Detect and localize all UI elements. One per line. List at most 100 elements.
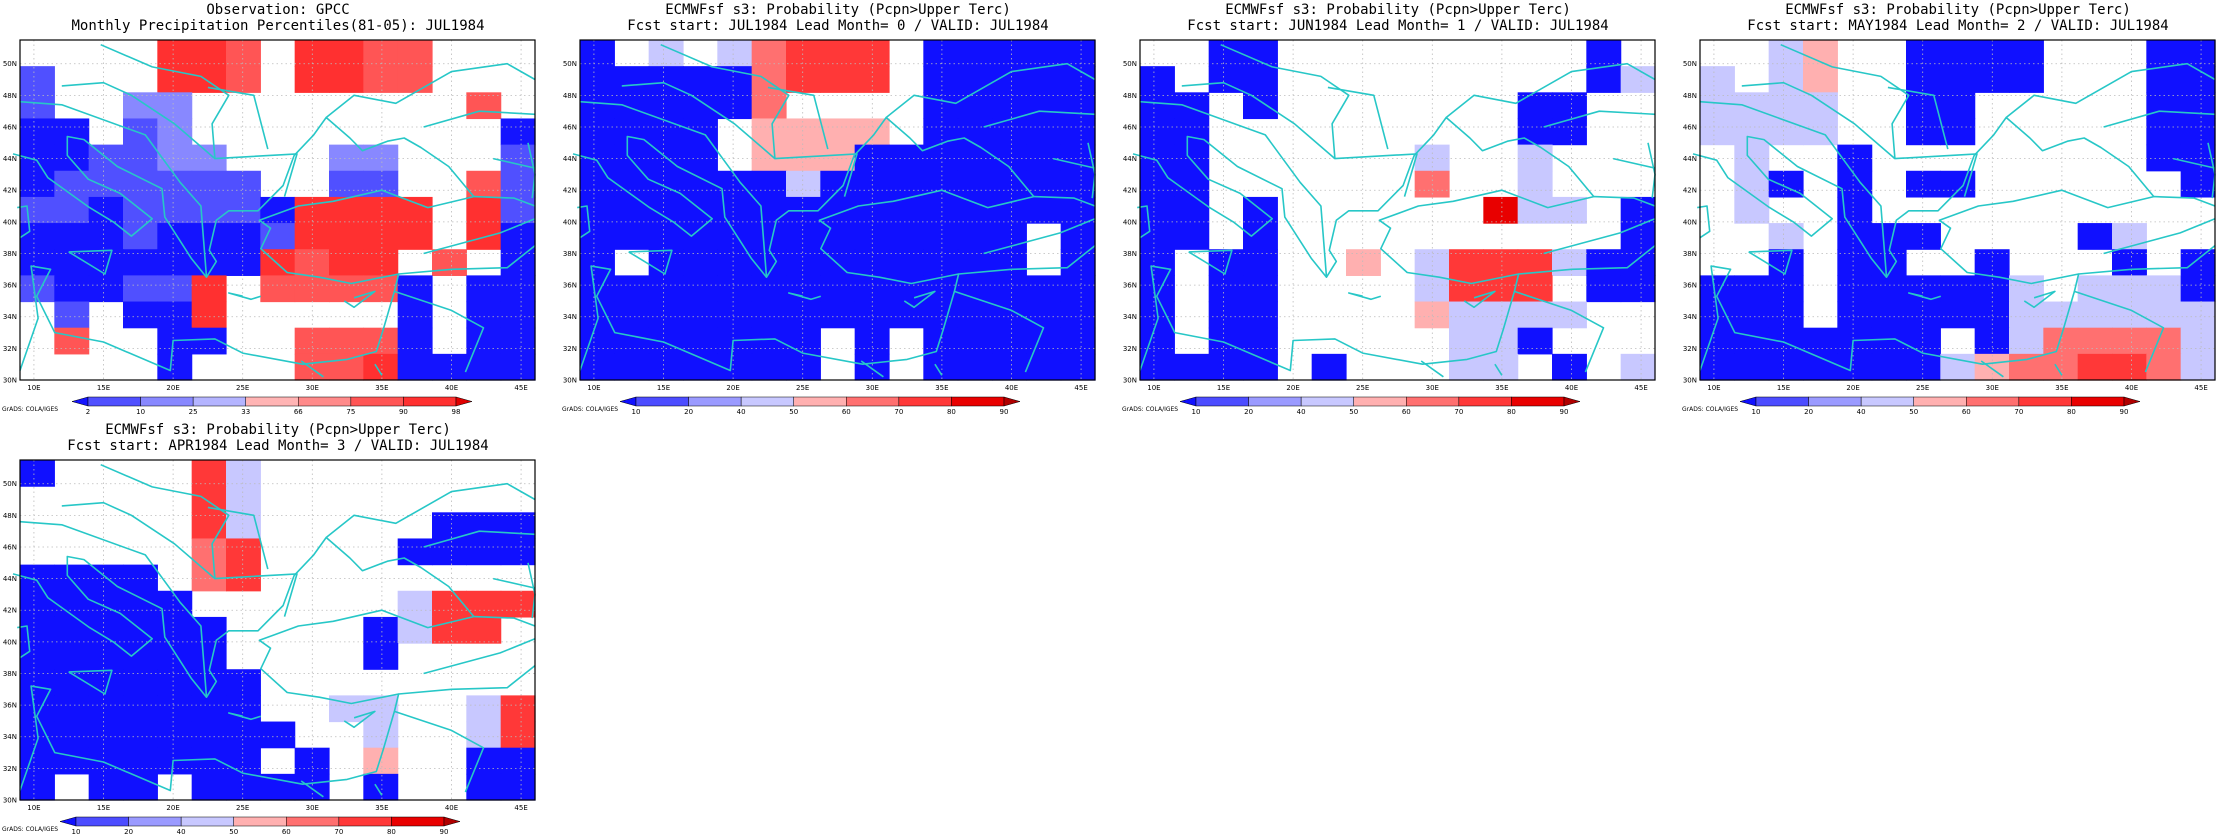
grid-cell: [2146, 353, 2182, 381]
border-line: [493, 157, 536, 169]
border-line: [17, 625, 31, 659]
grid-cell: [683, 92, 718, 120]
grid-cell: [1974, 40, 2010, 67]
grid-cell: [751, 275, 787, 303]
grid-cell: [786, 327, 821, 355]
colorbar-label: 10: [1752, 408, 1761, 416]
panel-subtitle: Monthly Precipitation Percentiles(81-05)…: [71, 18, 485, 34]
grid-cell: [1940, 66, 1976, 93]
grid-cell: [683, 327, 718, 355]
grid-cell: [1768, 275, 1804, 303]
grid-cell: [1174, 170, 1210, 198]
grid-cell: [191, 643, 227, 670]
lat-tick-label: 44N: [1683, 155, 1697, 163]
lon-tick-label: 30E: [306, 384, 319, 392]
grid-cell: [1026, 92, 1062, 120]
grid-cell: [1700, 353, 1735, 381]
grid-cell: [1140, 92, 1175, 120]
lon-tick-label: 10E: [27, 384, 40, 392]
colorbar-segment: [1458, 396, 1512, 407]
lat-tick-label: 32N: [1683, 345, 1697, 353]
grid-cell: [1243, 40, 1278, 67]
grid-cell: [1026, 170, 1062, 198]
border-line: [19, 520, 208, 698]
lon-tick-label: 40E: [1005, 384, 1018, 392]
lat-tick-label: 46N: [1123, 123, 1137, 131]
border-line: [68, 249, 113, 275]
grid-cell: [157, 66, 193, 93]
grid-cell: [397, 40, 433, 67]
map-frame: [19, 39, 536, 381]
grid-cell: [1208, 275, 1244, 303]
border-line: [343, 710, 376, 729]
grid-cell: [1837, 223, 1873, 250]
grid-cell: [1243, 301, 1278, 329]
grid-cell: [717, 92, 753, 120]
grid-cell: [1871, 353, 1907, 381]
colorbar-labels: 10 20 40 50 60 70 80 90: [72, 828, 449, 836]
border-line: [934, 363, 943, 376]
border-line: [1327, 86, 1389, 150]
probability-map: 30N 32N 34N 36N 38N 40N 42N 44N 46N 48N 50N 10E 15E 2…: [563, 39, 1096, 416]
colorbar-label: 40: [737, 408, 746, 416]
lon-tick-label: 10E: [27, 804, 40, 812]
lon-tick-label: 40E: [2125, 384, 2138, 392]
grid-cell: [2180, 118, 2216, 146]
grid-cell: [1700, 66, 1735, 93]
border-line: [2054, 363, 2063, 376]
grid-cell: [329, 223, 364, 250]
border-line: [2103, 110, 2216, 128]
grid-cell: [226, 512, 261, 540]
grid-cell: [751, 66, 787, 93]
grid-cell: [1140, 170, 1175, 198]
grid-cell: [1974, 327, 2010, 355]
grid-cell: [1483, 353, 1519, 381]
grid-cell: [2009, 40, 2044, 67]
grid-cell: [1517, 301, 1553, 329]
lat-tick-label: 36N: [3, 282, 17, 290]
lat-tick-label: 38N: [3, 250, 17, 258]
grid-cell: [2180, 40, 2216, 67]
grid-cell: [614, 144, 650, 172]
border-line: [628, 249, 673, 275]
grid-cell: [157, 643, 193, 670]
grid-cell: [54, 301, 90, 329]
lon-tick-label: 30E: [866, 384, 879, 392]
axis-labels: 30N 32N 34N 36N 38N 40N 42N 44N 46N 48N 50N 10E 15E 2…: [3, 480, 528, 812]
colorbar-segment: [1353, 396, 1407, 407]
grid-cell: [157, 721, 193, 749]
grid-cell: [54, 721, 90, 749]
grid-cell: [992, 275, 1027, 303]
grid-cell: [992, 170, 1027, 198]
grid-cell: [294, 353, 330, 381]
grid-cell: [1871, 223, 1907, 250]
grid-cell: [786, 40, 821, 67]
grads-footer: GrADS: COLA/IGES: [1122, 406, 1179, 413]
colorbar-arrow-right: [455, 396, 473, 407]
lon-tick-label: 25E: [1356, 384, 1369, 392]
grid-cell: [923, 327, 959, 355]
grid-cell: [1060, 196, 1096, 224]
grid-cell: [1940, 353, 1976, 381]
colorbar-labels: 2 10 25 33 66 75 90 98: [86, 408, 461, 416]
colorbar-label: 80: [947, 408, 956, 416]
coastline: [12, 536, 475, 792]
grid-cell: [466, 223, 502, 250]
grid-cell: [786, 170, 821, 198]
colorbar-segment: [338, 816, 392, 827]
grid-cell: [2180, 275, 2216, 303]
grid-cell: [854, 196, 890, 224]
grid-cell: [2043, 327, 2079, 355]
panel-subtitle: Fcst start: JUN1984 Lead Month= 1 / VALI…: [1187, 18, 1609, 34]
grid-cell: [191, 170, 227, 198]
grid-cell: [191, 66, 227, 93]
lat-tick-label: 38N: [1123, 250, 1137, 258]
border-line: [2005, 62, 2216, 119]
grid-cell: [1026, 275, 1062, 303]
lon-tick-label: 45E: [514, 384, 527, 392]
grid-cell: [923, 66, 959, 93]
colorbar-label: 90: [1560, 408, 1569, 416]
colorbar-segment: [1195, 396, 1249, 407]
border-line: [100, 463, 230, 579]
colorbar-labels: 10 20 40 50 60 70 80 90: [1752, 408, 2129, 416]
